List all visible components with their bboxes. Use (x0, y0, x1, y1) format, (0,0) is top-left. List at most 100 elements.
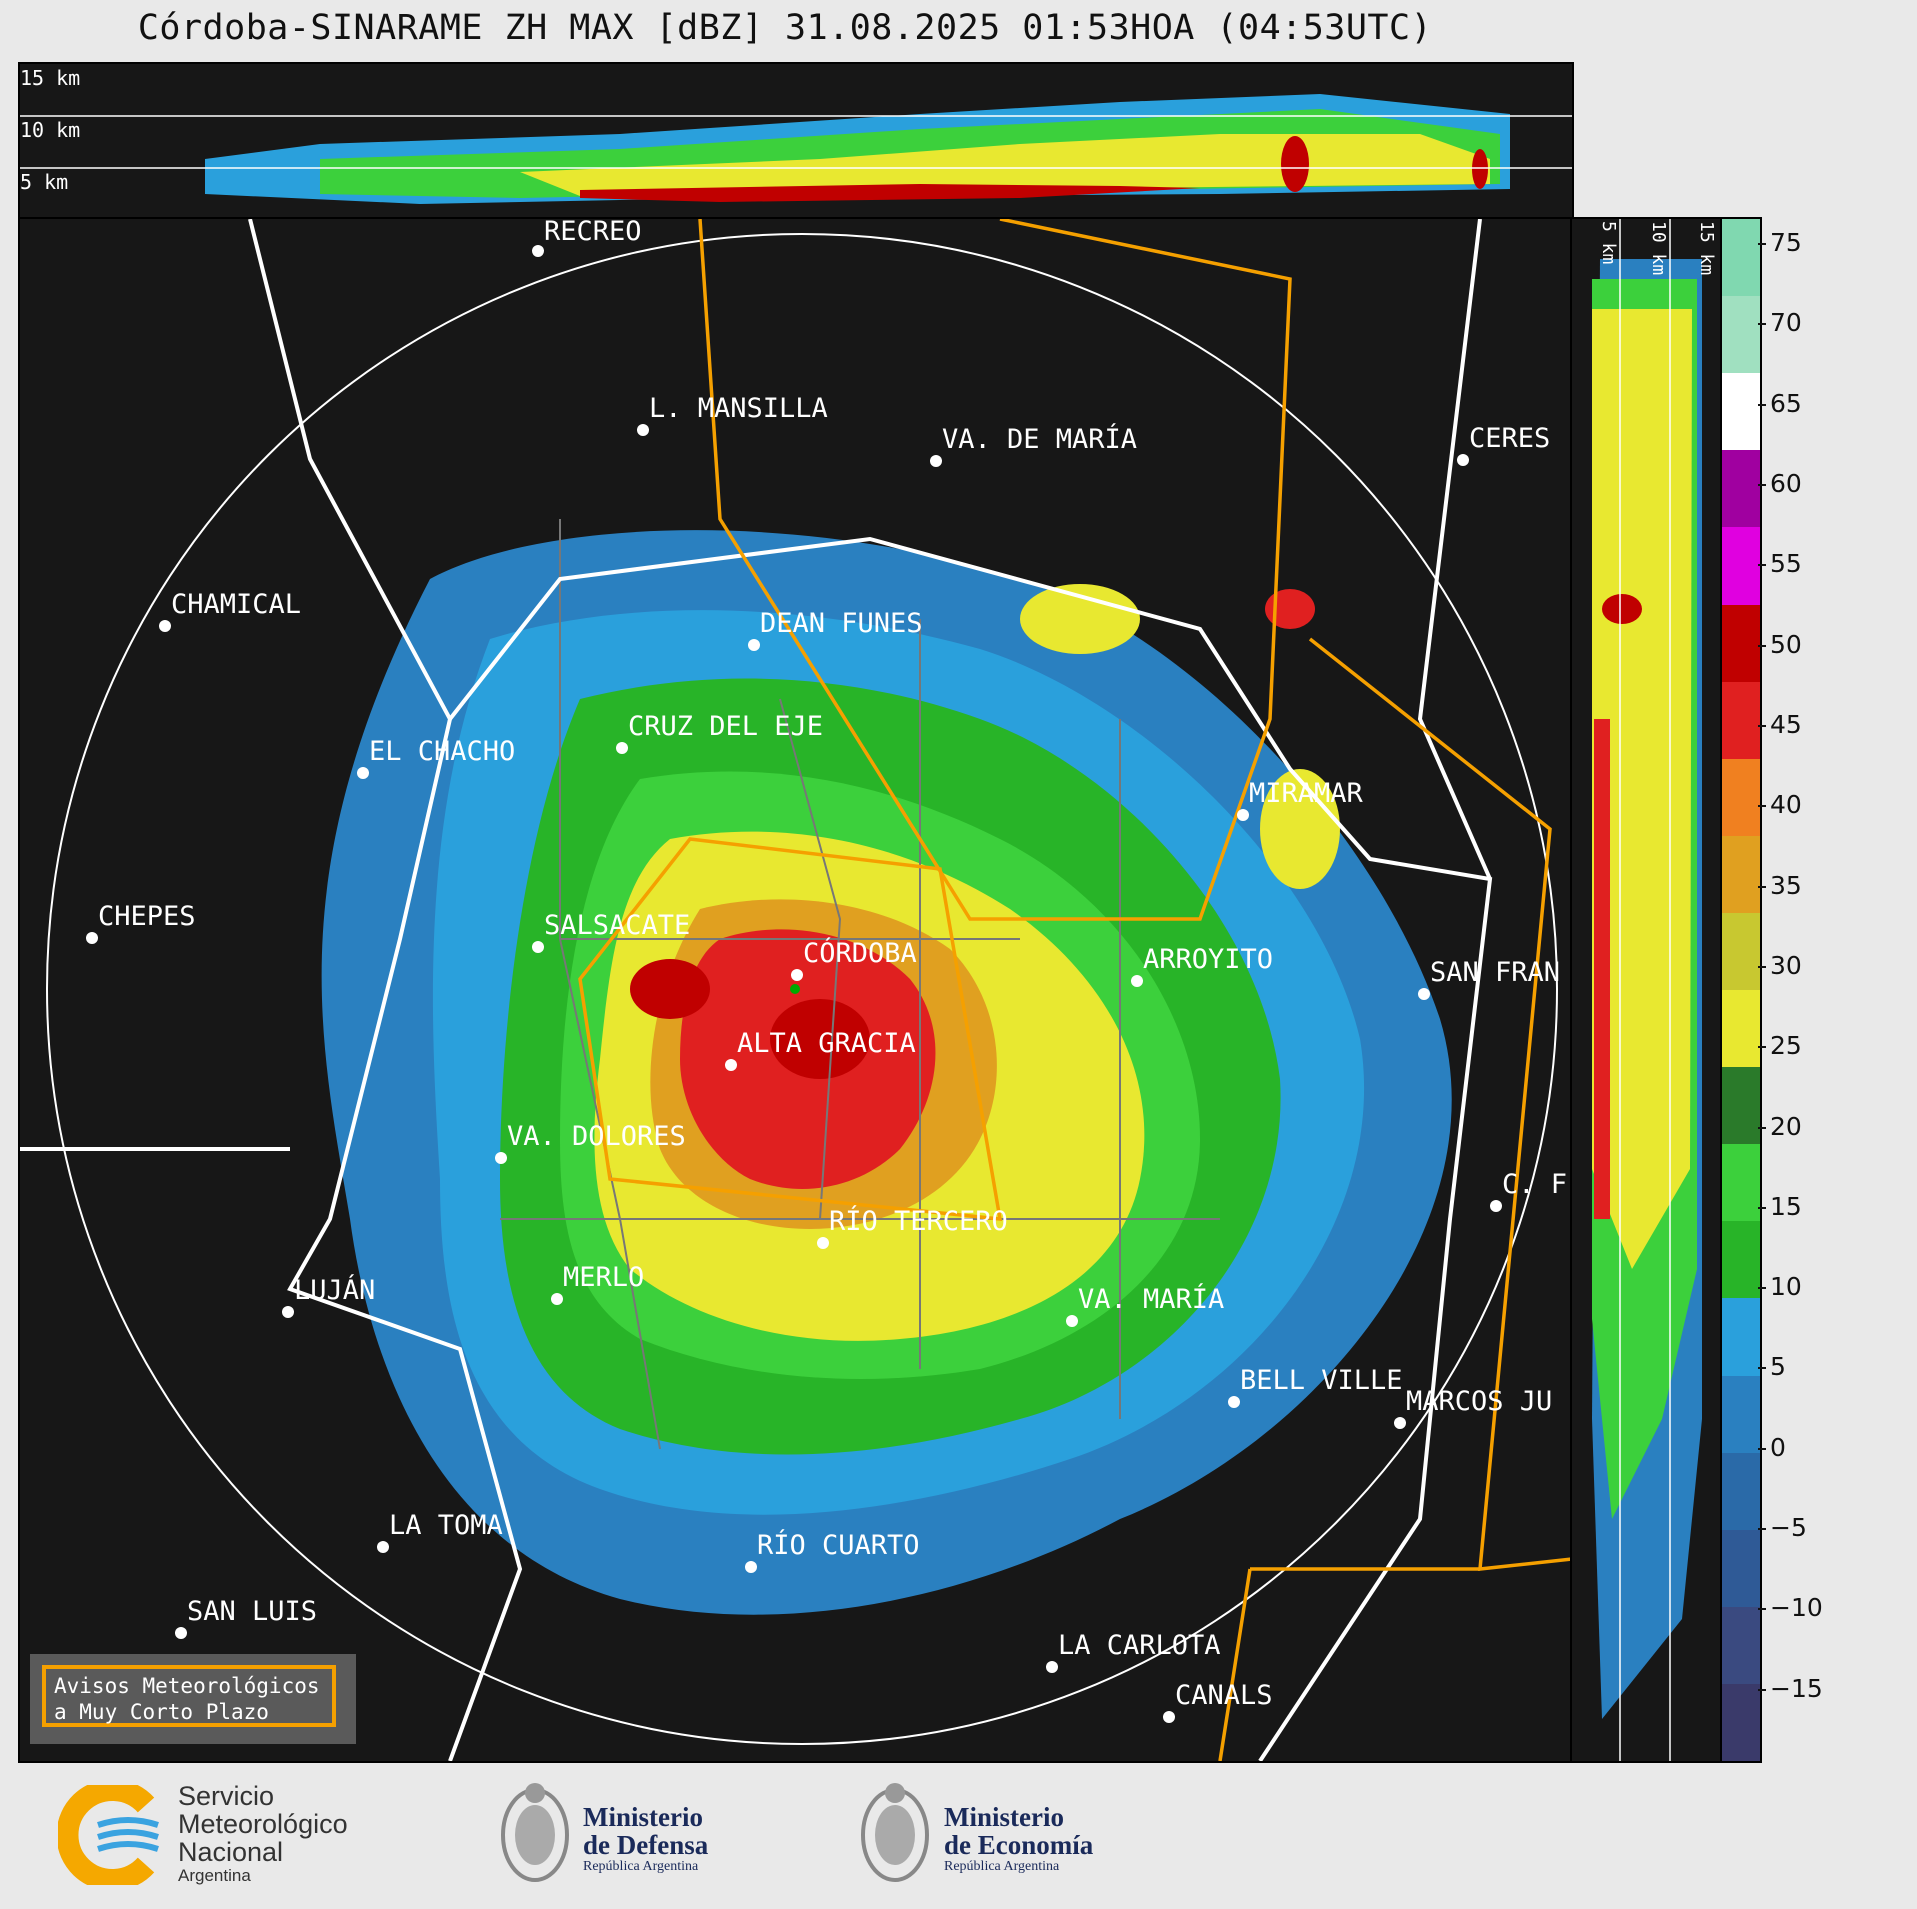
height-label-15km: 15 km (20, 66, 81, 90)
smn-logo (56, 1779, 168, 1891)
city-dot (1131, 975, 1143, 987)
city-dot (159, 620, 171, 632)
colorbar-tick-label: −10 (1770, 1593, 1823, 1623)
colorbar-tick-mark (1758, 885, 1766, 888)
colorbar-tick-label: 15 (1770, 1191, 1802, 1221)
smn-logo-text: Servicio Meteorológico Nacional Argentin… (178, 1782, 348, 1886)
city-dot (1457, 454, 1469, 466)
city-dot (86, 932, 98, 944)
defensa-logo-text: Ministerio de Defensa República Argentin… (583, 1803, 708, 1875)
city-label-el-chacho: EL CHACHO (369, 736, 516, 767)
colorbar-tick-mark (1758, 1528, 1766, 1531)
colorbar-tick-mark (1758, 243, 1766, 246)
city-dot (745, 1561, 757, 1573)
colorbar-segment (1722, 604, 1760, 683)
colorbar-segment (1722, 450, 1760, 528)
colorbar-tick-label: 45 (1770, 709, 1802, 739)
city-label-canals: CANALS (1175, 1680, 1273, 1711)
city-label-bell-ville: BELL VILLE (1240, 1365, 1403, 1396)
economia-emblem-icon (855, 1775, 935, 1895)
height-label-5km-vertical: 5 km (1598, 221, 1619, 265)
colorbar-segment (1722, 1144, 1760, 1222)
avisos-line-2: a Muy Corto Plazo (54, 1700, 269, 1724)
colorbar-tick-label: 75 (1770, 228, 1802, 258)
colorbar-segment (1722, 1452, 1760, 1531)
city-dot (791, 969, 803, 981)
city-dot (1418, 988, 1430, 1000)
colorbar-tick-label: −15 (1770, 1673, 1823, 1703)
colorbar-segment (1722, 1606, 1760, 1685)
colorbar-tick-label: 20 (1770, 1111, 1802, 1141)
city-label-va-dolores: VA. DOLORES (507, 1121, 686, 1152)
colorbar-tick-mark (1758, 323, 1766, 326)
city-label-alta-gracia: ALTA GRACIA (737, 1028, 916, 1059)
colorbar-segment (1722, 1298, 1760, 1376)
city-dot (175, 1627, 187, 1639)
defensa-emblem-icon (495, 1775, 575, 1895)
city-label-chepes: CHEPES (98, 901, 196, 932)
city-label-va-de-maria: VA. DE MARÍA (942, 424, 1138, 455)
city-label-va-maria: VA. MARÍA (1078, 1284, 1225, 1315)
city-label-chamical: CHAMICAL (171, 589, 302, 620)
colorbar-tick-mark (1758, 724, 1766, 727)
colorbar-tick-label: −5 (1770, 1513, 1807, 1543)
city-dot (817, 1237, 829, 1249)
colorbar-tick-mark (1758, 965, 1766, 968)
city-dot (930, 455, 942, 467)
smn-line-2: Meteorológico (178, 1809, 348, 1839)
colorbar-segment (1722, 1221, 1760, 1299)
economia-line-2: de Economía (944, 1830, 1094, 1860)
city-dot (1046, 1661, 1058, 1673)
city-dot (532, 941, 544, 953)
city-label-recreo: RECREO (544, 217, 642, 247)
city-label-c-f: C. F (1502, 1169, 1568, 1200)
economia-logo-text: Ministerio de Economía República Argenti… (944, 1803, 1093, 1875)
top-cross-section-echo (20, 94, 1572, 204)
colorbar-segment (1722, 1529, 1760, 1608)
colorbar-tick-mark (1758, 484, 1766, 487)
city-label-merlo: MERLO (563, 1262, 645, 1293)
city-label-ceres: CERES (1469, 423, 1551, 454)
colorbar-segment (1722, 758, 1760, 837)
city-label-rio-tercero: RÍO TERCERO (829, 1206, 1008, 1237)
city-label-san-luis: SAN LUIS (187, 1596, 318, 1627)
colorbar-tick-label: 55 (1770, 549, 1802, 579)
dbz-colorbar (1720, 217, 1762, 1763)
colorbar-segment (1722, 373, 1760, 451)
city-label-arroyito: ARROYITO (1143, 944, 1274, 975)
colorbar-tick-mark (1758, 1688, 1766, 1691)
city-label-san-fran: SAN FRAN (1430, 957, 1561, 988)
top-cross-section: 15 km 10 km 5 km (18, 62, 1574, 220)
city-label-lujan: LUJÁN (294, 1275, 376, 1306)
colorbar-segment (1722, 1683, 1760, 1762)
height-label-10km-vertical: 10 km (1648, 221, 1669, 276)
colorbar-tick-mark (1758, 1287, 1766, 1290)
avisos-line-1: Avisos Meteorológicos (54, 1674, 320, 1698)
colorbar-tick-label: 0 (1770, 1432, 1786, 1462)
colorbar-tick-mark (1758, 1367, 1766, 1370)
colorbar-segment (1722, 1375, 1760, 1454)
colorbar-segment (1722, 1067, 1760, 1145)
colorbar-segment (1722, 219, 1760, 297)
smn-line-3: Nacional (178, 1837, 284, 1867)
city-label-salsacate: SALSACATE (544, 910, 691, 941)
city-dot (282, 1306, 294, 1318)
city-dot (1394, 1417, 1406, 1429)
colorbar-segment (1722, 835, 1760, 914)
colorbar-tick-label: 65 (1770, 388, 1802, 418)
colorbar-tick-mark (1758, 1608, 1766, 1611)
city-dot (495, 1152, 507, 1164)
radar-map[interactable]: RECREO L. MANSILLA VA. DE MARÍA CERES CH… (18, 217, 1574, 1763)
height-label-10km: 10 km (20, 118, 81, 142)
colorbar-tick-mark (1758, 805, 1766, 808)
colorbar-tick-label: 10 (1770, 1272, 1802, 1302)
city-label-l-mansilla: L. MANSILLA (649, 393, 828, 424)
colorbar-tick-label: 60 (1770, 469, 1802, 499)
city-label-la-toma: LA TOMA (389, 1510, 503, 1541)
smn-line-1: Servicio (178, 1781, 275, 1811)
avisos-legend-box: Avisos Meteorológicos a Muy Corto Plazo (42, 1665, 336, 1727)
city-dot (551, 1293, 563, 1305)
colorbar-tick-label: 40 (1770, 790, 1802, 820)
city-label-cordoba: CÓRDOBA (803, 938, 917, 969)
city-dot (532, 245, 544, 257)
